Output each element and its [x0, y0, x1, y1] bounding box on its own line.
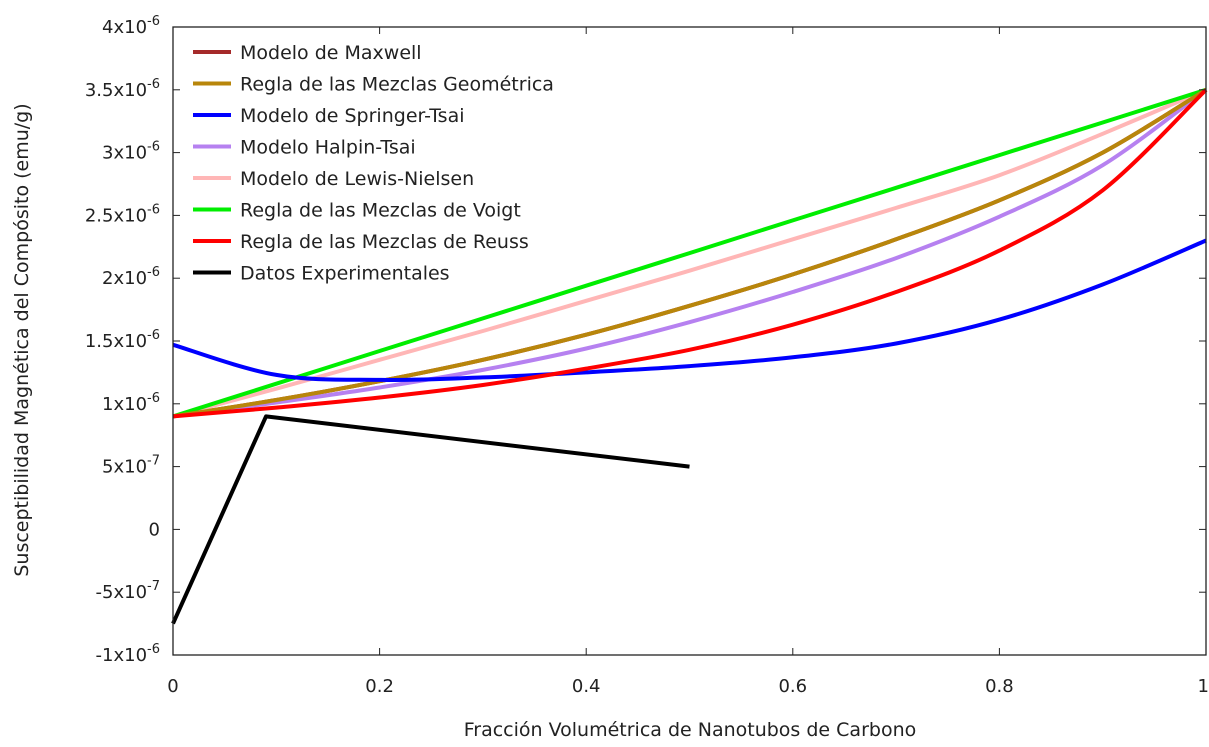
y-tick-mantissa: 2x10 — [102, 268, 147, 289]
series-line-voigt — [172, 87, 1207, 419]
legend-label-reuss: Regla de las Mezclas de Reuss — [240, 231, 529, 253]
y-axis-title: Susceptibilidad Magnética del Compósito … — [11, 103, 33, 576]
series-layer — [171, 87, 1208, 625]
series-line-reuss — [172, 88, 1208, 419]
y-tick-label: -5x10-7 — [96, 579, 160, 603]
y-tick-mantissa: 0 — [149, 519, 160, 540]
y-tick-exponent: -7 — [147, 579, 160, 594]
y-tick-label: 3.5x10-6 — [85, 77, 160, 101]
series-line-experimental — [171, 414, 690, 625]
y-tick-label: 0 — [149, 519, 160, 540]
y-tick-mantissa: 2.5x10 — [85, 205, 147, 226]
x-tick-label: 0.2 — [365, 676, 394, 697]
y-tick-mantissa: 5x10 — [102, 457, 147, 478]
legend: Modelo de Maxwell Regla de las Mezclas Ge… — [193, 42, 554, 285]
y-tick-exponent: -6 — [147, 328, 160, 343]
series-line-geometrica — [172, 88, 1208, 419]
y-tick-exponent: -6 — [147, 642, 160, 657]
x-tick-label: 0.8 — [985, 676, 1014, 697]
x-tick-label: 0.4 — [572, 676, 601, 697]
ticks-layer: 0 0.2 0.4 0.6 0.8 1-1x10-6-5x10-705x10-71x10-… — [85, 14, 1209, 697]
y-tick-mantissa: 4x10 — [102, 17, 147, 38]
series-line-halpin — [172, 88, 1208, 419]
y-tick-mantissa: 1.5x10 — [85, 331, 147, 352]
y-tick-label: 2x10-6 — [102, 265, 160, 289]
y-tick-mantissa: 3.5x10 — [85, 80, 147, 101]
y-tick-exponent: -6 — [147, 140, 160, 155]
y-tick-exponent: -6 — [147, 77, 160, 92]
x-tick-label: 1 — [1198, 676, 1209, 697]
series-line-lewis — [172, 87, 1207, 419]
legend-label-lewis: Modelo de Lewis-Nielsen — [240, 168, 474, 190]
y-tick-label: 4x10-6 — [102, 14, 160, 38]
legend-label-geometrica: Regla de las Mezclas Geométrica — [240, 74, 554, 96]
legend-label-maxwell: Modelo de Maxwell — [240, 42, 422, 64]
y-tick-exponent: -6 — [147, 14, 160, 29]
y-tick-exponent: -6 — [147, 202, 160, 217]
y-tick-mantissa: 1x10 — [102, 394, 147, 415]
x-axis-title: Fracción Volumétrica de Nanotubos de Car… — [464, 719, 917, 741]
y-tick-label: 5x10-7 — [102, 454, 160, 478]
y-tick-label: 1x10-6 — [102, 391, 160, 415]
y-tick-mantissa: -5x10 — [96, 582, 148, 603]
y-tick-label: 1.5x10-6 — [85, 328, 160, 352]
y-tick-mantissa: -1x10 — [96, 645, 148, 666]
y-tick-label: 3x10-6 — [102, 140, 160, 164]
y-tick-exponent: -6 — [147, 391, 160, 406]
y-tick-exponent: -7 — [147, 454, 160, 469]
series-line-springer — [172, 238, 1207, 382]
legend-label-experimental: Datos Experimentales — [240, 263, 450, 285]
y-tick-exponent: -6 — [147, 265, 160, 280]
legend-label-springer: Modelo de Springer-Tsai — [240, 105, 465, 127]
y-tick-label: -1x10-6 — [96, 642, 160, 666]
y-tick-label: 2.5x10-6 — [85, 202, 160, 226]
y-tick-mantissa: 3x10 — [102, 143, 147, 164]
x-tick-label: 0 — [167, 676, 178, 697]
legend-label-halpin: Modelo Halpin-Tsai — [240, 137, 416, 159]
legend-label-voigt: Regla de las Mezclas de Voigt — [240, 200, 521, 222]
x-tick-label: 0.6 — [778, 676, 807, 697]
